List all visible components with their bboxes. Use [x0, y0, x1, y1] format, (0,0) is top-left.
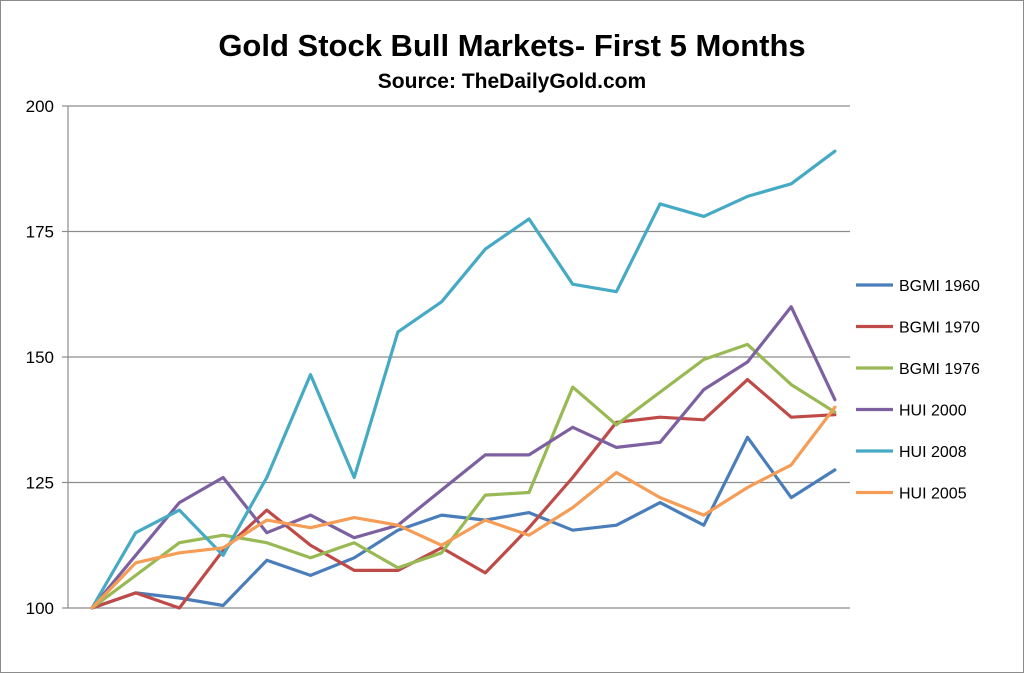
series-line-bgmi-1976 [90, 342, 837, 610]
legend-label: BGMI 1970 [899, 320, 980, 337]
legend-label: BGMI 1976 [899, 361, 980, 378]
y-tick-label: 150 [26, 348, 54, 367]
series-line-hui-2000 [90, 305, 837, 610]
legend-label: HUI 2000 [899, 403, 967, 420]
y-tick-label: 100 [26, 599, 54, 618]
y-tick-label: 175 [26, 223, 54, 242]
legend-label: HUI 2005 [899, 486, 967, 503]
y-tick-label: 125 [26, 474, 54, 493]
chart-subtitle: Source: TheDailyGold.com [377, 70, 647, 93]
legend-label: BGMI 1960 [899, 278, 980, 295]
chart-title: Gold Stock Bull Markets- First 5 Months [218, 28, 806, 63]
y-tick-label: 200 [26, 97, 54, 116]
series-line-hui-2005 [90, 405, 837, 610]
series-line-bgmi-1970 [90, 378, 837, 610]
legend-label: HUI 2008 [899, 444, 967, 461]
